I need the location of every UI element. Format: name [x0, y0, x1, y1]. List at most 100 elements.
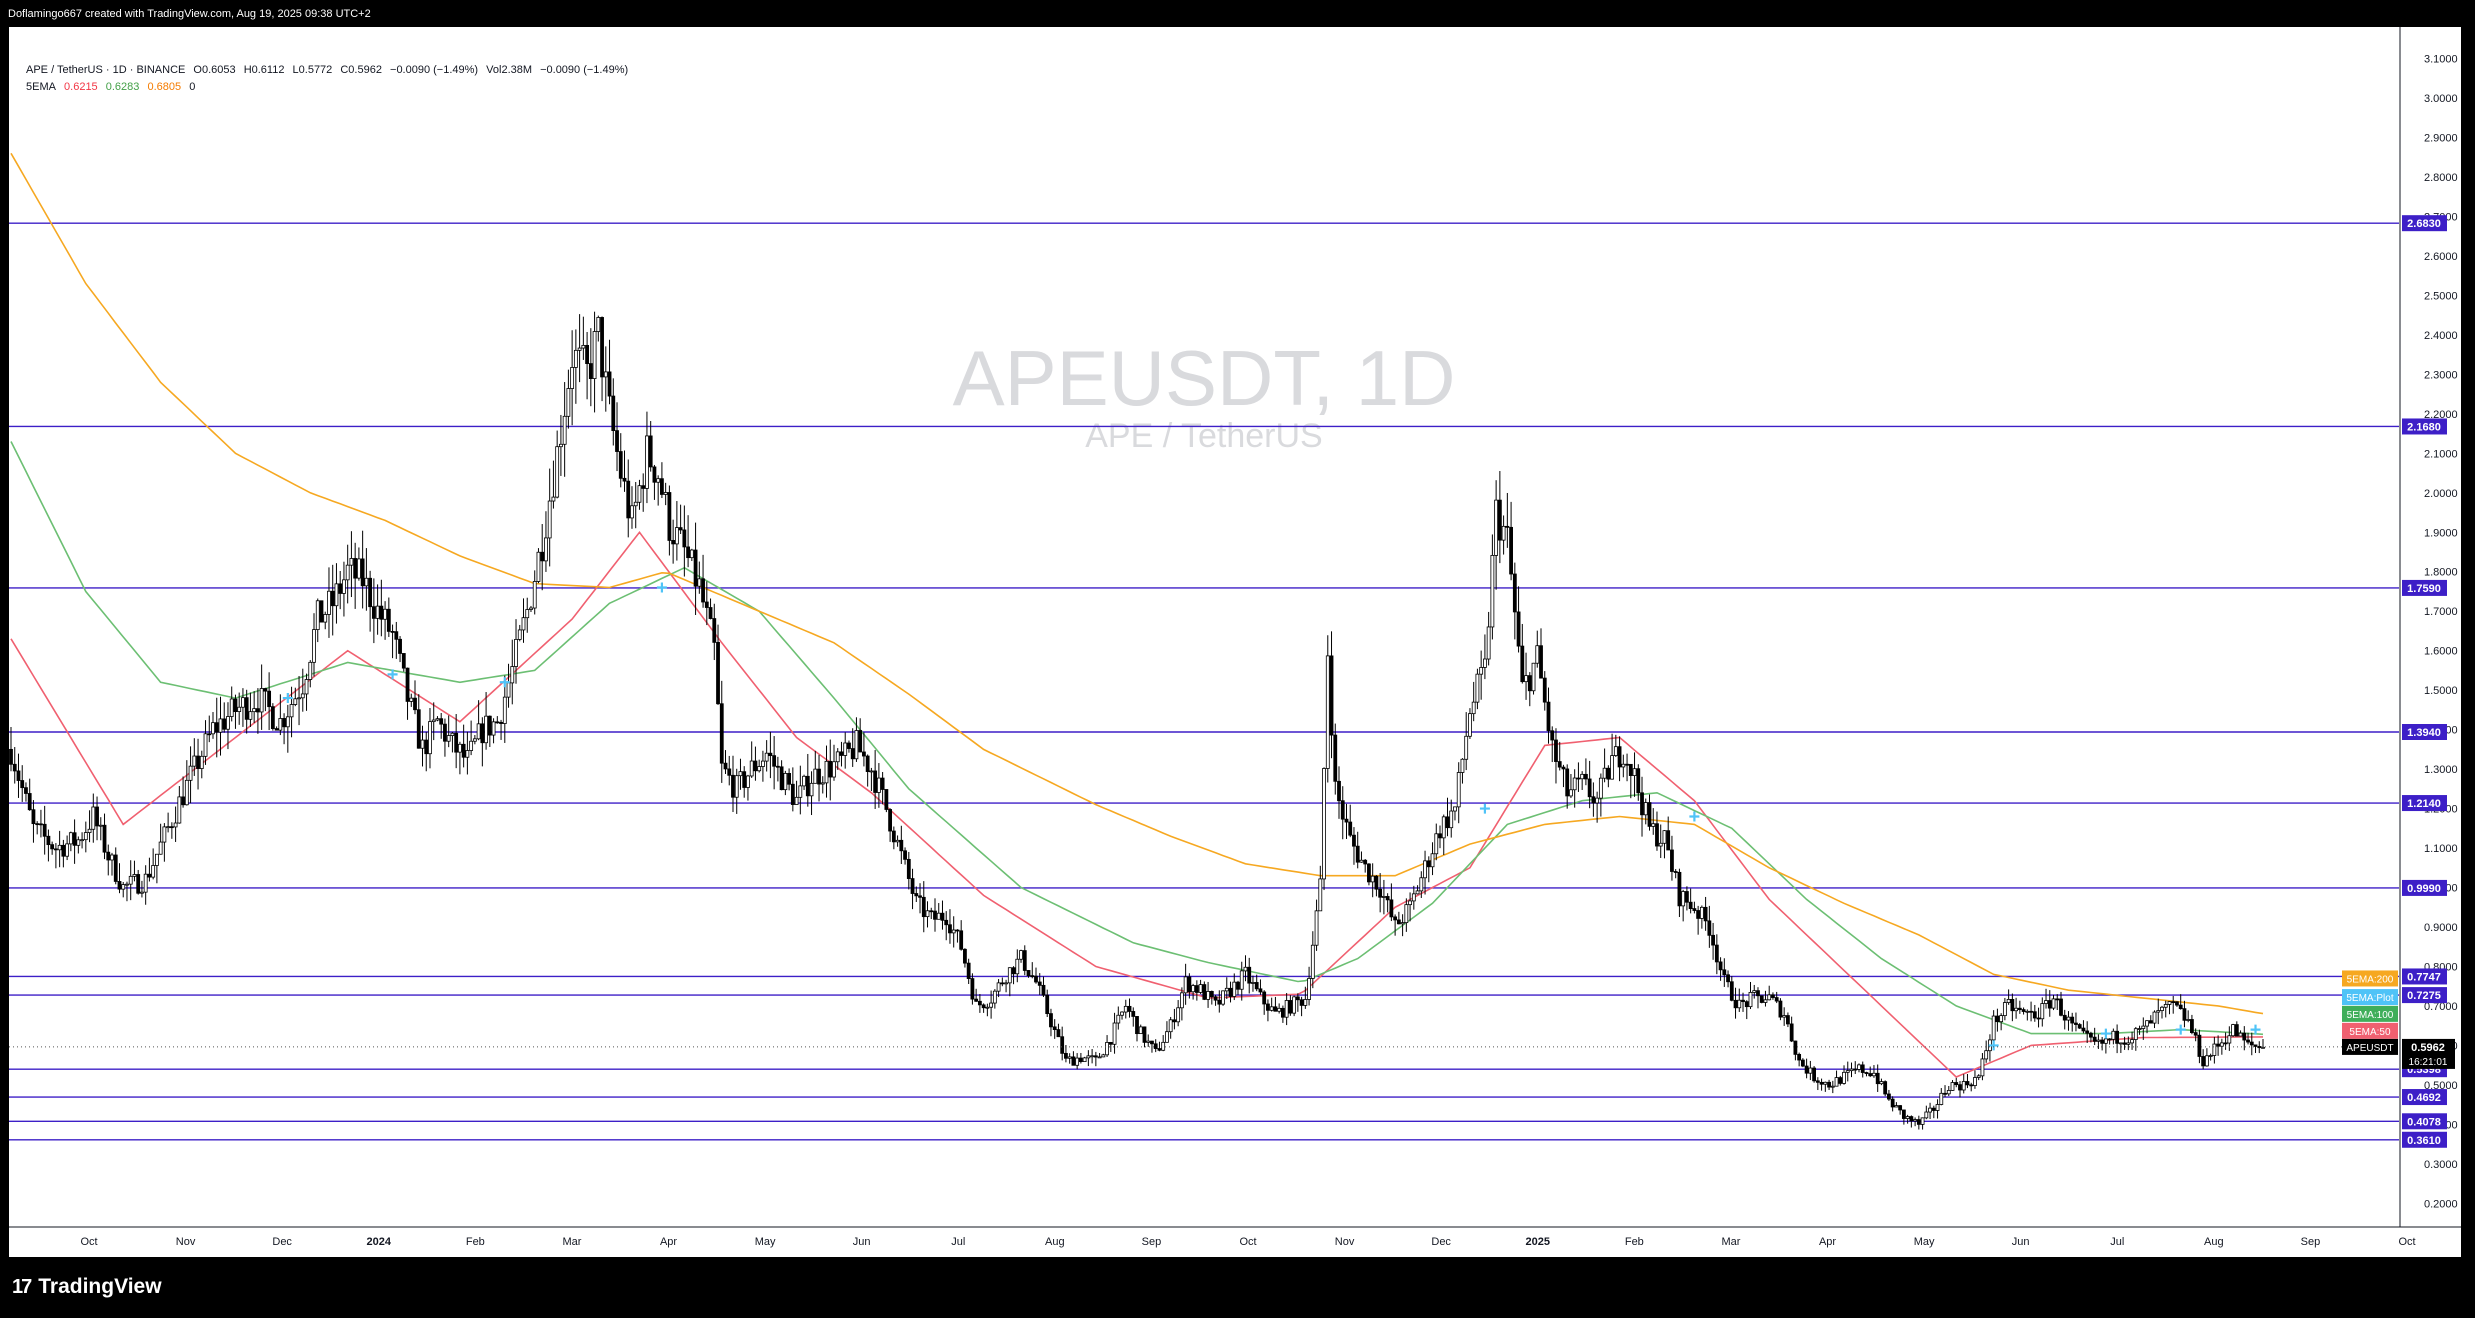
candle-body — [1542, 677, 1547, 703]
candle-body — [353, 558, 358, 579]
candle-body — [1217, 999, 1222, 1005]
watermark-subtitle: APE / TetherUS — [1085, 417, 1323, 455]
candle-body — [704, 601, 709, 608]
indicator-row[interactable]: 5EMA 0.6215 0.6283 0.6805 0 — [26, 79, 633, 96]
candle-body — [633, 501, 638, 507]
candle-body — [686, 546, 690, 559]
symbol-tag-label: APEUSDT — [2346, 1043, 2393, 1054]
candle-body — [761, 760, 765, 767]
candle-body — [1827, 1081, 1831, 1088]
level-tag-label: 0.9990 — [2407, 883, 2441, 895]
candle-body — [450, 732, 455, 736]
candle-body — [2111, 1030, 2116, 1040]
candle-body — [1909, 1116, 1914, 1122]
candle-body — [667, 492, 672, 541]
time-tick-label: Mar — [562, 1236, 581, 1248]
candle-body — [671, 540, 676, 545]
candle-body — [2175, 1001, 2179, 1006]
candle-body — [1703, 906, 1708, 922]
candle-body — [2130, 1039, 2134, 1044]
price-axis[interactable]: 3.10003.00002.90002.80002.70002.60002.50… — [2402, 54, 2458, 1211]
candle-body — [128, 875, 133, 885]
candle-body — [1045, 994, 1050, 1015]
candle-body — [2208, 1055, 2213, 1057]
candle-body — [573, 349, 578, 368]
chart-panel[interactable]: APEUSDT, 1D APE / TetherUS 3.1000 3.0000 2… — [9, 27, 2461, 1257]
candle-body — [611, 395, 616, 432]
ema-tag-label: 5EMA:200 — [2347, 974, 2394, 985]
candle-body — [300, 693, 305, 699]
candle-body — [970, 978, 975, 1000]
signal-marker — [387, 669, 398, 680]
candle-body — [562, 415, 567, 445]
candle-body — [1509, 526, 1513, 575]
candle-body — [753, 760, 758, 772]
price-tick-label: 2.6000 — [2424, 251, 2458, 263]
candle-body — [1385, 896, 1390, 901]
tradingview-logo[interactable]: 17 TradingView — [12, 1275, 162, 1299]
time-tick-label: Sep — [2301, 1236, 2321, 1248]
candle-body — [1782, 1015, 1787, 1018]
candle-body — [345, 564, 350, 581]
level-tag-label: 1.3940 — [2407, 727, 2441, 739]
close-value: C0.5962 — [340, 64, 382, 76]
candle-body — [211, 722, 215, 735]
candle-body — [207, 733, 212, 736]
ema-tag: 5EMA:100 — [2342, 1005, 2398, 1022]
candle-body — [1404, 904, 1409, 924]
ema-tag-bg — [2342, 989, 2398, 1006]
price-tick-label: 2.9000 — [2424, 133, 2458, 145]
candle-body — [1718, 961, 1723, 971]
candle-body — [1116, 1014, 1121, 1024]
candle-body — [1277, 1007, 1282, 1012]
candle-body — [865, 755, 870, 772]
candle-body — [1108, 1042, 1113, 1045]
candle-body — [1598, 777, 1603, 799]
candle-body — [1756, 990, 1760, 997]
candle-body — [1340, 800, 1345, 820]
candle-body — [783, 772, 788, 791]
level-tag: 0.7275 — [2402, 987, 2447, 1004]
candle-body — [588, 363, 593, 379]
candle-body — [1150, 1040, 1154, 1045]
candle-body — [570, 367, 575, 389]
time-tick-label: Jun — [2012, 1236, 2030, 1248]
candle-body — [383, 608, 387, 620]
candle-body — [1800, 1059, 1805, 1067]
candle-body — [787, 772, 791, 785]
candle-body — [854, 730, 859, 760]
candle-body — [2201, 1056, 2206, 1067]
candle-body — [1643, 802, 1648, 816]
candle-body — [1842, 1071, 1846, 1084]
candle-body — [435, 718, 440, 721]
candle-body — [252, 708, 257, 713]
ema50-value: 0.6215 — [64, 81, 98, 93]
candle-body — [177, 796, 182, 824]
price-tick-label: 2.8000 — [2424, 172, 2458, 184]
time-axis[interactable]: Oct Nov Dec 2024 Feb Mar Apr May Jun Jul Aug Sep Oct… — [80, 1236, 2415, 1248]
symbol-tag-bg — [2342, 1038, 2398, 1055]
candle-body — [779, 766, 784, 791]
candle-body — [1771, 994, 1775, 998]
candle-body — [2238, 1032, 2243, 1037]
candle-body — [1804, 1065, 1809, 1074]
candle-body — [1049, 1013, 1053, 1028]
candle-body — [1714, 944, 1719, 963]
candle-body — [1453, 806, 1457, 812]
candle-body — [117, 881, 122, 890]
symbol-name[interactable]: APE / TetherUS · 1D · BINANCE — [26, 64, 186, 76]
candle-body — [921, 896, 926, 918]
time-tick-label: Oct — [80, 1236, 97, 1248]
candle-body — [1786, 1015, 1790, 1025]
candle-body — [1681, 891, 1686, 907]
candle-body — [233, 698, 238, 713]
level-tag: 0.7747 — [2402, 968, 2447, 985]
candle-body — [2133, 1028, 2138, 1040]
candle-body — [2145, 1020, 2149, 1027]
candle-body — [701, 578, 705, 603]
time-tick-label: 2025 — [1526, 1236, 1550, 1248]
price-chart[interactable]: APEUSDT, 1D APE / TetherUS 3.1000 3.0000 2… — [9, 27, 2461, 1257]
candle-body — [749, 760, 754, 777]
candle-body — [1999, 1015, 2004, 1023]
candle-body — [2190, 1019, 2194, 1034]
